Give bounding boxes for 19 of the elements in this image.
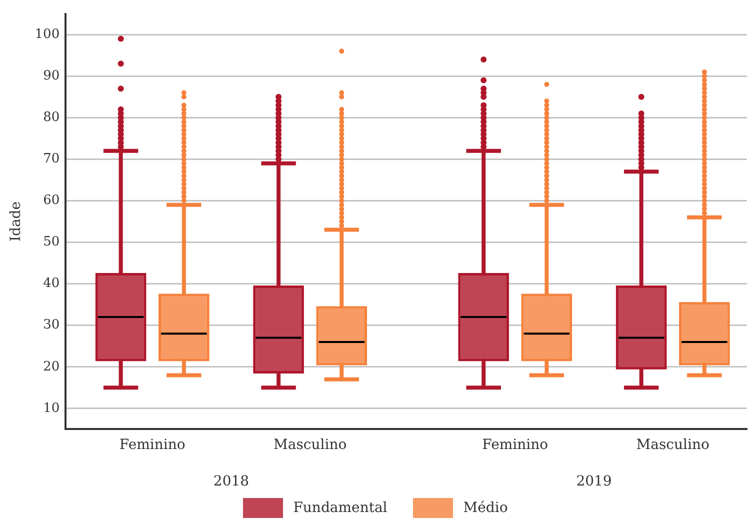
- y-tick-label: 50: [43, 234, 60, 250]
- x-tick-label: Masculino: [636, 437, 710, 454]
- y-axis-title: Idade: [8, 201, 24, 242]
- y-tick-label: 70: [43, 152, 60, 167]
- y-tick-label: 60: [43, 193, 60, 208]
- x-tick-label: Feminino: [482, 437, 548, 454]
- x-tick-label: Masculino: [274, 437, 347, 454]
- y-tick-label: 100: [34, 26, 60, 42]
- text: 2018: [213, 474, 250, 490]
- legend-label: Fundamental: [293, 500, 388, 516]
- legend-label: Médio: [463, 500, 508, 516]
- y-tick-label: 30: [43, 318, 60, 333]
- y-tick-label: 40: [43, 276, 60, 292]
- y-tick-label: 90: [43, 68, 60, 84]
- y-tick-label: 10: [43, 400, 60, 416]
- y-tick-label: 20: [43, 359, 60, 374]
- text: 2019: [576, 474, 612, 490]
- x-tick-label: Feminino: [119, 437, 186, 454]
- y-tick-label: 80: [43, 110, 60, 126]
